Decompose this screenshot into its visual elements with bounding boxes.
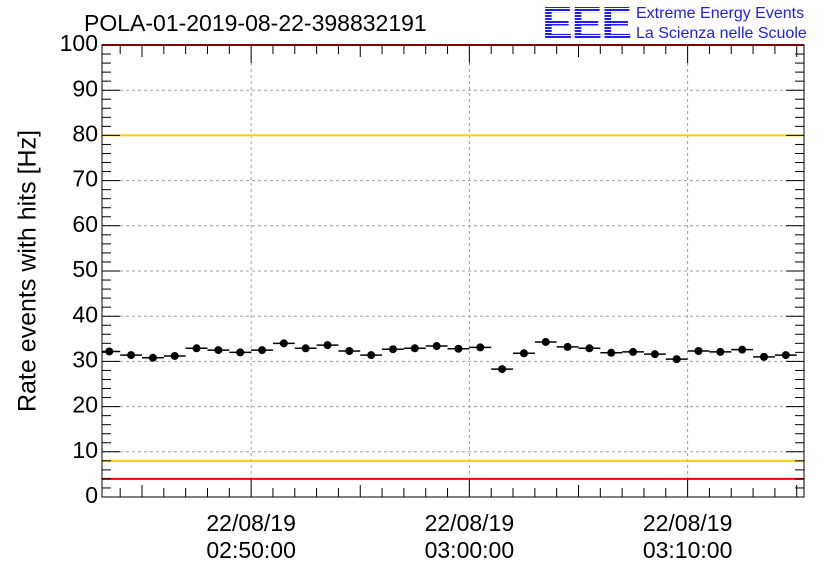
y-axis-label: Rate events with hits [Hz] (14, 130, 42, 412)
y-tick-label: 40 (72, 301, 98, 327)
eee-logo-mark: EEE (542, 0, 632, 49)
y-tick-label: 50 (72, 256, 98, 282)
x-tick-date: 22/08/19 (643, 510, 733, 536)
y-tick-label: 80 (72, 120, 98, 146)
logo-line-2: La Scienza nelle Scuole (636, 25, 807, 42)
data-point (519, 349, 528, 358)
data-point (170, 351, 179, 360)
y-tick-label: 70 (72, 166, 98, 192)
data-point (585, 344, 594, 353)
grid (102, 45, 804, 497)
data-point (367, 351, 376, 360)
data-point (432, 342, 441, 351)
logo-line-1: Extreme Energy Events (636, 5, 805, 22)
data-point (607, 348, 616, 357)
x-tick-time: 03:00:00 (425, 537, 515, 563)
data-point (759, 352, 768, 361)
axis-ticks (102, 44, 804, 498)
y-tick-label: 90 (72, 75, 98, 101)
y-tick-label: 20 (72, 392, 98, 418)
data-point (345, 347, 354, 356)
data-point (236, 348, 245, 357)
data-point (192, 344, 201, 353)
reference-lines (102, 44, 804, 480)
x-tick-date: 22/08/19 (425, 510, 515, 536)
data-point (476, 343, 485, 352)
data-point (323, 341, 332, 350)
x-tick-date: 22/08/19 (206, 510, 296, 536)
data-point (279, 339, 288, 348)
y-tick-label: 0 (85, 482, 98, 508)
data-point (105, 347, 114, 356)
data-point (410, 344, 419, 353)
data-point (148, 353, 157, 362)
chart-title: POLA-01-2019-08-22-398832191 (84, 10, 427, 36)
data-points (102, 337, 797, 374)
data-point (738, 345, 747, 354)
data-point (541, 337, 550, 346)
data-point (694, 347, 703, 356)
eee-logo: EEE Extreme Energy Events La Scienza nel… (542, 0, 832, 49)
data-point (650, 350, 659, 359)
data-point (498, 365, 507, 374)
data-point (629, 347, 638, 356)
y-tick-label: 60 (72, 211, 98, 237)
data-point (716, 347, 725, 356)
data-point (388, 345, 397, 354)
data-point (301, 344, 310, 353)
data-point (258, 346, 267, 355)
data-point (563, 342, 572, 351)
data-point (672, 355, 681, 364)
x-tick-labels: 22/08/1902:50:0022/08/1903:00:0022/08/19… (206, 510, 732, 563)
y-tick-label: 100 (60, 30, 98, 56)
data-point (454, 344, 463, 353)
data-point (781, 351, 790, 360)
y-tick-label: 30 (72, 346, 98, 372)
data-point (214, 346, 223, 355)
x-tick-time: 02:50:00 (206, 537, 296, 563)
y-tick-label: 10 (72, 437, 98, 463)
x-tick-time: 03:10:00 (643, 537, 733, 563)
y-tick-labels: 0 10 20 30 40 50 60 70 80 90 100 (60, 30, 98, 508)
data-point (127, 351, 136, 360)
